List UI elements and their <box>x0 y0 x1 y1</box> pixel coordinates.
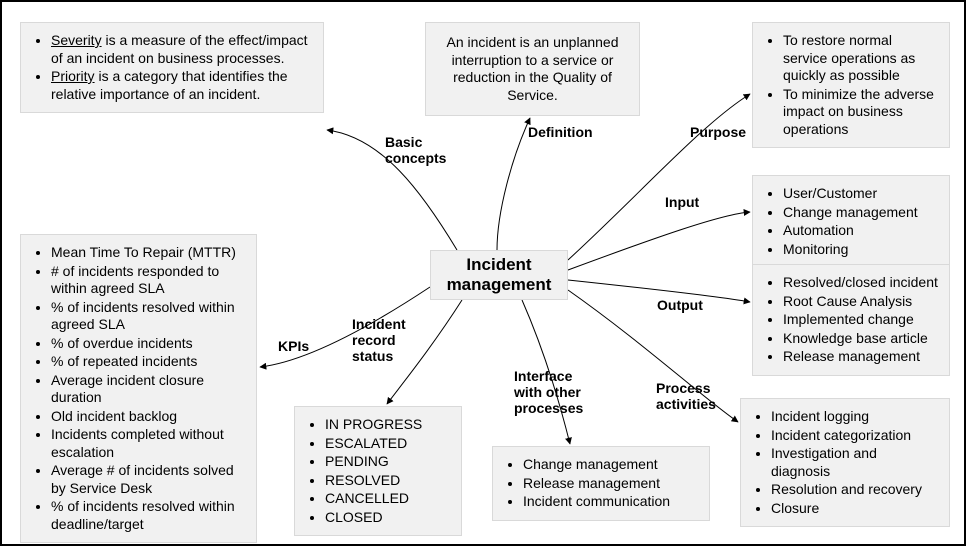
list-item: Resolution and recovery <box>771 481 939 499</box>
box-basic-concepts: Severity is a measure of the effect/impa… <box>20 22 324 113</box>
list-item: Average # of incidents solved by Service… <box>51 462 246 497</box>
box-input: User/CustomerChange managementAutomation… <box>752 175 950 268</box>
list-item: % of repeated incidents <box>51 353 246 371</box>
label-kpis: KPIs <box>278 338 309 354</box>
list-item: CLOSED <box>325 509 451 527</box>
list-item: IN PROGRESS <box>325 416 451 434</box>
label-output: Output <box>657 297 703 313</box>
label-basic-concepts: Basicconcepts <box>385 134 446 166</box>
list-item: % of overdue incidents <box>51 335 246 353</box>
list-item: Incident logging <box>771 408 939 426</box>
list-item: Investigation and diagnosis <box>771 445 939 480</box>
mindmap-frame: Incidentmanagement Severity is a measure… <box>0 0 966 546</box>
list-item: Resolved/closed incident <box>783 274 939 292</box>
list-item: Closure <box>771 500 939 518</box>
label-status: Incidentrecordstatus <box>352 316 406 364</box>
list-item: CANCELLED <box>325 490 451 508</box>
center-node: Incidentmanagement <box>430 250 568 300</box>
list-item: Incident communication <box>523 493 699 511</box>
list-item: Monitoring <box>783 241 939 259</box>
list-item: Release management <box>783 348 939 366</box>
list-item: Old incident backlog <box>51 408 246 426</box>
list-item: Incidents completed without escalation <box>51 426 246 461</box>
list-item: Change management <box>783 204 939 222</box>
list-item: Root Cause Analysis <box>783 293 939 311</box>
label-purpose: Purpose <box>690 124 746 140</box>
list-item: Release management <box>523 475 699 493</box>
list-item: % of incidents resolved within agreed SL… <box>51 299 246 334</box>
list-item: To minimize the adverse impact on busine… <box>783 86 939 139</box>
list-item: To restore normal service operations as … <box>783 32 939 85</box>
list-item: Automation <box>783 222 939 240</box>
center-text: Incidentmanagement <box>447 255 552 296</box>
list-item: User/Customer <box>783 185 939 203</box>
label-process-activities: Processactivities <box>656 380 716 412</box>
box-interface: Change managementRelease managementIncid… <box>492 446 710 521</box>
list-item: Knowledge base article <box>783 330 939 348</box>
box-kpis: Mean Time To Repair (MTTR)# of incidents… <box>20 234 257 543</box>
box-purpose: To restore normal service operations as … <box>752 22 950 148</box>
basic-concepts-severity: Severity is a measure of the effect/impa… <box>51 32 313 67</box>
label-definition: Definition <box>528 124 593 140</box>
basic-concepts-priority: Priority is a category that identifies t… <box>51 68 313 103</box>
label-interface: Interfacewith otherprocesses <box>514 368 583 416</box>
box-definition: An incident is an unplanned interruption… <box>425 22 640 116</box>
list-item: Incident categorization <box>771 427 939 445</box>
box-status: IN PROGRESSESCALATEDPENDINGRESOLVEDCANCE… <box>294 406 462 536</box>
list-item: PENDING <box>325 453 451 471</box>
list-item: Mean Time To Repair (MTTR) <box>51 244 246 262</box>
definition-text: An incident is an unplanned interruption… <box>438 34 627 104</box>
box-output: Resolved/closed incidentRoot Cause Analy… <box>752 264 950 376</box>
list-item: Change management <box>523 456 699 474</box>
box-process-activities: Incident loggingIncident categorizationI… <box>740 398 950 527</box>
list-item: % of incidents resolved within deadline/… <box>51 498 246 533</box>
label-input: Input <box>665 194 699 210</box>
list-item: # of incidents responded to within agree… <box>51 263 246 298</box>
list-item: ESCALATED <box>325 435 451 453</box>
list-item: RESOLVED <box>325 472 451 490</box>
list-item: Implemented change <box>783 311 939 329</box>
list-item: Average incident closure duration <box>51 372 246 407</box>
